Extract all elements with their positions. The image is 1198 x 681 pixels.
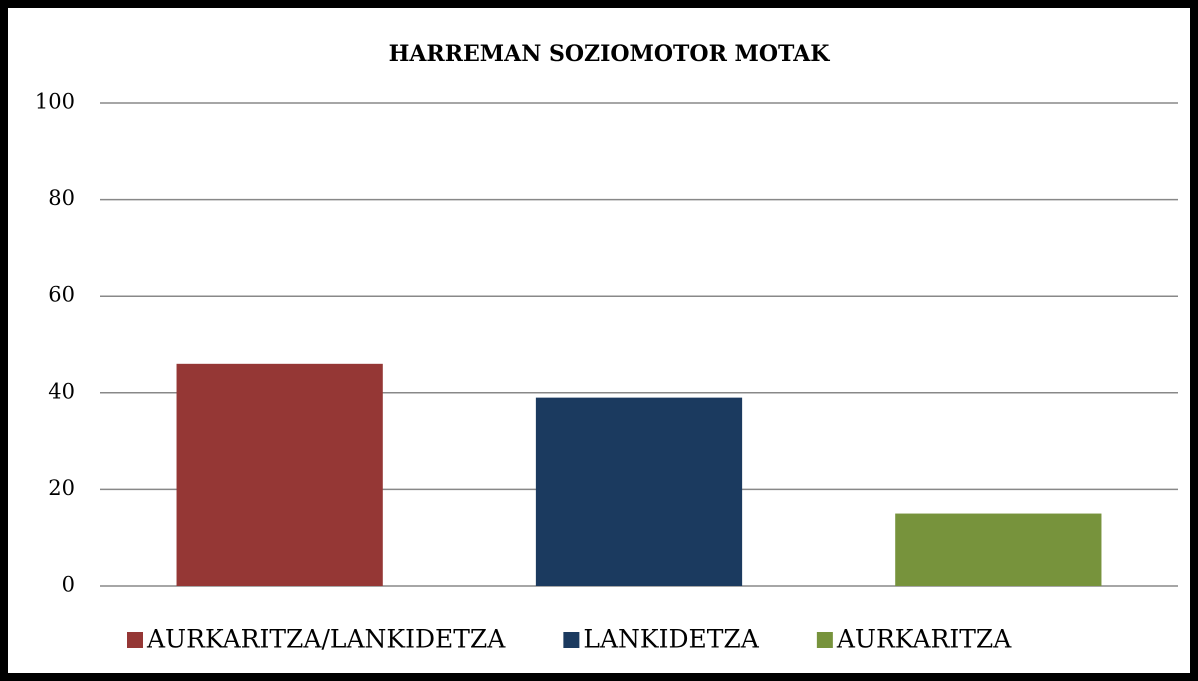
y-tick-label: 20 xyxy=(48,476,75,500)
legend-swatch xyxy=(816,632,833,648)
y-tick-label: 80 xyxy=(48,186,75,210)
chart-title: HARREMAN SOZIOMOTOR MOTAK xyxy=(389,41,831,67)
y-tick-label: 100 xyxy=(35,90,75,114)
bar xyxy=(535,397,743,586)
legend-swatch xyxy=(563,632,580,648)
bar xyxy=(895,513,1102,586)
y-tick-label: 0 xyxy=(62,573,75,597)
legend-label: LANKIDETZA xyxy=(583,625,759,654)
legend-label: AURKARITZA xyxy=(836,625,1012,654)
bar xyxy=(176,363,383,586)
y-tick-label: 60 xyxy=(48,283,75,307)
y-tick-label: 40 xyxy=(48,379,75,403)
legend-swatch xyxy=(127,632,143,648)
legend-label: AURKARITZA/LANKIDETZA xyxy=(146,625,506,654)
